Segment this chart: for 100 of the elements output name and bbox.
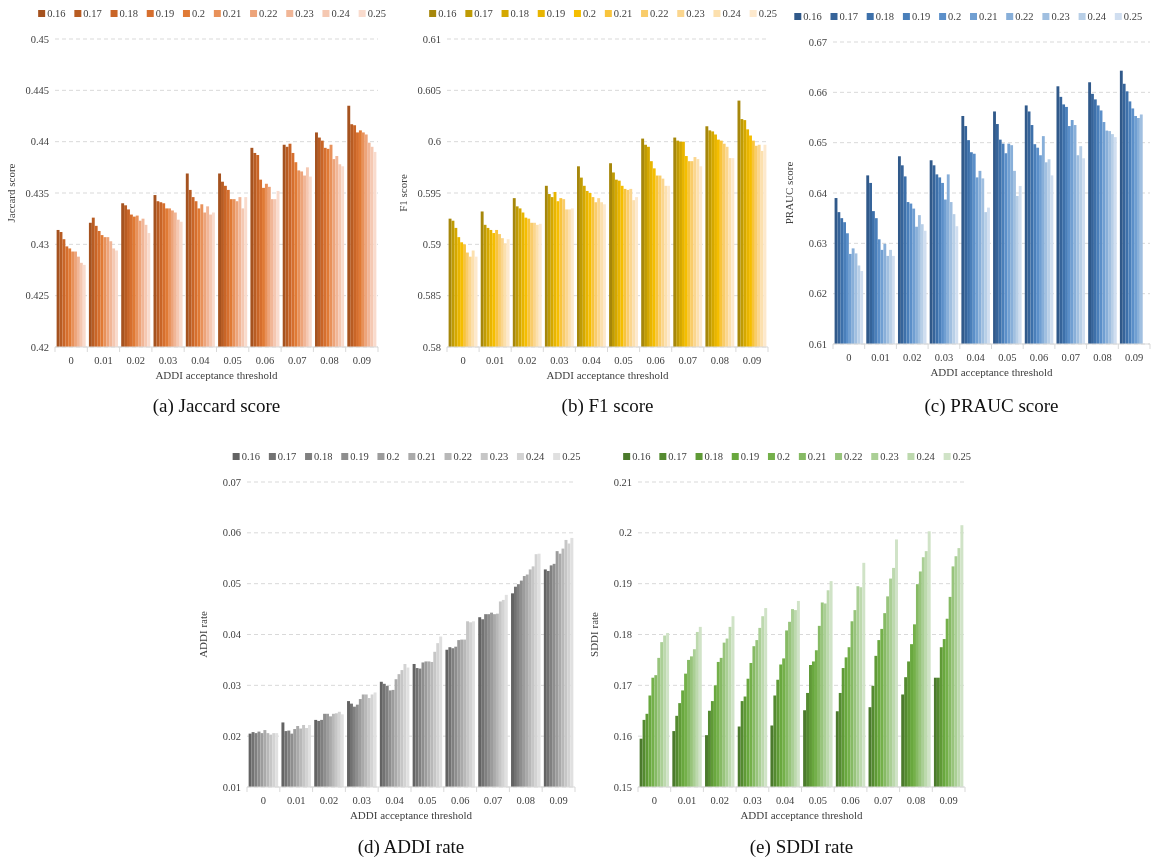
y-tick-label: 0.6 xyxy=(427,136,441,148)
x-tick-label: 0.03 xyxy=(934,352,954,363)
x-tick-label: 0.07 xyxy=(678,355,697,366)
x-tick-label: 0.02 xyxy=(126,355,145,366)
x-axis-title: ADDI acceptance threshold xyxy=(155,369,279,381)
y-tick-label: 0.15 xyxy=(613,781,632,793)
legend-label: 0.18 xyxy=(875,11,895,22)
legend-label: 0.2 xyxy=(948,11,962,22)
x-tick-label: 0.03 xyxy=(352,795,371,806)
y-tick-label: 0.43 xyxy=(30,238,49,250)
x-tick-label: 0.09 xyxy=(549,795,568,806)
legend-label: 0.16 xyxy=(241,451,261,462)
text: (a) Jaccard score xyxy=(152,395,281,417)
legend-label: 0.25 xyxy=(367,8,387,19)
legend-label: 0.18 xyxy=(314,451,333,462)
text: (b) F1 score xyxy=(561,395,654,417)
x-tick-label: 0.06 xyxy=(646,355,665,366)
y-tick-label: 0.44 xyxy=(30,136,50,148)
legend-label: 0.16 xyxy=(438,8,457,19)
x-tick-label: 0.02 xyxy=(319,795,339,806)
legend-label: 0.23 xyxy=(489,451,509,462)
y-tick-label: 0.02 xyxy=(222,730,241,742)
x-tick-label: 0.06 xyxy=(255,355,275,366)
y-tick-label: 0.63 xyxy=(808,237,827,249)
y-tick-label: 0.445 xyxy=(25,84,49,96)
y-tick-label: 0.03 xyxy=(222,679,241,691)
y-tick-label: 0.435 xyxy=(25,187,49,199)
x-tick-label: 0.01 xyxy=(677,795,697,806)
y-tick-label: 0.07 xyxy=(222,476,241,488)
legend-label: 0.22 xyxy=(650,8,669,19)
legend-label: 0.17 xyxy=(668,451,687,462)
x-tick-label: 0.03 xyxy=(158,355,178,366)
legend-label: 0.18 xyxy=(704,451,723,462)
y-tick-label: 0.61 xyxy=(422,33,441,45)
x-tick-label: 0.02 xyxy=(518,355,537,366)
x-tick-label: 0.09 xyxy=(939,795,958,806)
x-axis-title: ADDI acceptance threshold xyxy=(349,809,473,821)
legend-label: 0.25 xyxy=(758,8,778,19)
x-tick-label: 0.08 xyxy=(320,355,339,366)
legend-label: 0.23 xyxy=(1051,11,1070,22)
x-tick-label: 0.05 xyxy=(998,352,1017,363)
legend-label: 0.24 xyxy=(722,8,742,19)
y-tick-label: 0.65 xyxy=(808,137,827,149)
x-tick-label: 0 xyxy=(846,352,852,363)
y-tick-label: 0.61 xyxy=(808,338,827,350)
x-tick-label: 0.09 xyxy=(742,355,762,366)
y-tick-label: 0.18 xyxy=(613,629,632,640)
y-tick-label: 0.59 xyxy=(422,238,441,250)
legend-label: 0.19 xyxy=(546,8,566,19)
legend-label: 0.19 xyxy=(911,11,931,22)
y-tick-label: 0.06 xyxy=(222,527,241,539)
x-tick-label: 0.01 xyxy=(287,795,306,806)
y-axis-title: F1 score xyxy=(397,174,409,212)
legend-label: 0.25 xyxy=(562,451,581,462)
x-tick-label: 0.06 xyxy=(841,795,860,806)
y-axis-title: ADDI rate xyxy=(197,611,209,658)
legend-label: 0.18 xyxy=(510,8,529,19)
y-tick-label: 0.05 xyxy=(222,578,241,590)
y-axis-title: PRAUC score xyxy=(783,161,795,225)
x-tick-label: 0.09 xyxy=(1124,352,1144,363)
x-tick-label: 0.06 xyxy=(1029,352,1049,363)
x-tick-label: 0.02 xyxy=(903,352,922,363)
x-tick-label: 0 xyxy=(651,795,657,806)
x-tick-label: 0.03 xyxy=(743,795,762,806)
legend-label: 0.24 xyxy=(525,451,546,462)
y-tick-label: 0.45 xyxy=(30,33,49,45)
x-tick-label: 0 xyxy=(260,795,267,806)
legend-label: 0.2 xyxy=(776,451,791,462)
legend-label: 0.16 xyxy=(632,451,651,462)
legend-label: 0.24 xyxy=(1087,11,1107,22)
legend-label: 0.22 xyxy=(844,451,863,462)
legend-label: 0.24 xyxy=(916,451,936,462)
x-tick-label: 0.04 xyxy=(966,352,986,363)
legend-label: 0.17 xyxy=(474,8,493,19)
y-tick-label: 0.19 xyxy=(613,578,632,590)
x-tick-label: 0 xyxy=(460,355,466,366)
x-tick-label: 0.04 xyxy=(582,355,602,366)
legend-label: 0.18 xyxy=(119,8,138,19)
text: (c) PRAUC score xyxy=(924,395,1059,417)
x-tick-label: 0.01 xyxy=(94,355,113,366)
x-tick-label: 0.02 xyxy=(710,795,729,806)
y-tick-label: 0.04 xyxy=(222,629,242,640)
y-axis-title: SDDI rate xyxy=(588,611,600,657)
legend-label: 0.17 xyxy=(277,451,297,462)
x-tick-label: 0.07 xyxy=(1061,352,1080,363)
x-axis-title: ADDI acceptance threshold xyxy=(930,366,1054,378)
x-tick-label: 0.08 xyxy=(1093,352,1112,363)
y-tick-label: 0.595 xyxy=(417,187,441,199)
x-tick-label: 0.06 xyxy=(451,795,470,806)
x-tick-label: 0.09 xyxy=(352,355,372,366)
legend-label: 0.2 xyxy=(582,8,597,19)
y-tick-label: 0.2 xyxy=(618,527,632,539)
x-tick-label: 0.01 xyxy=(485,355,505,366)
legend-label: 0.23 xyxy=(880,451,899,462)
x-tick-label: 0.01 xyxy=(871,352,890,363)
x-tick-label: 0.07 xyxy=(483,795,503,806)
legend-label: 0.23 xyxy=(686,8,705,19)
y-tick-label: 0.425 xyxy=(25,290,49,302)
x-tick-label: 0 xyxy=(68,355,74,366)
legend-label: 0.23 xyxy=(295,8,314,19)
